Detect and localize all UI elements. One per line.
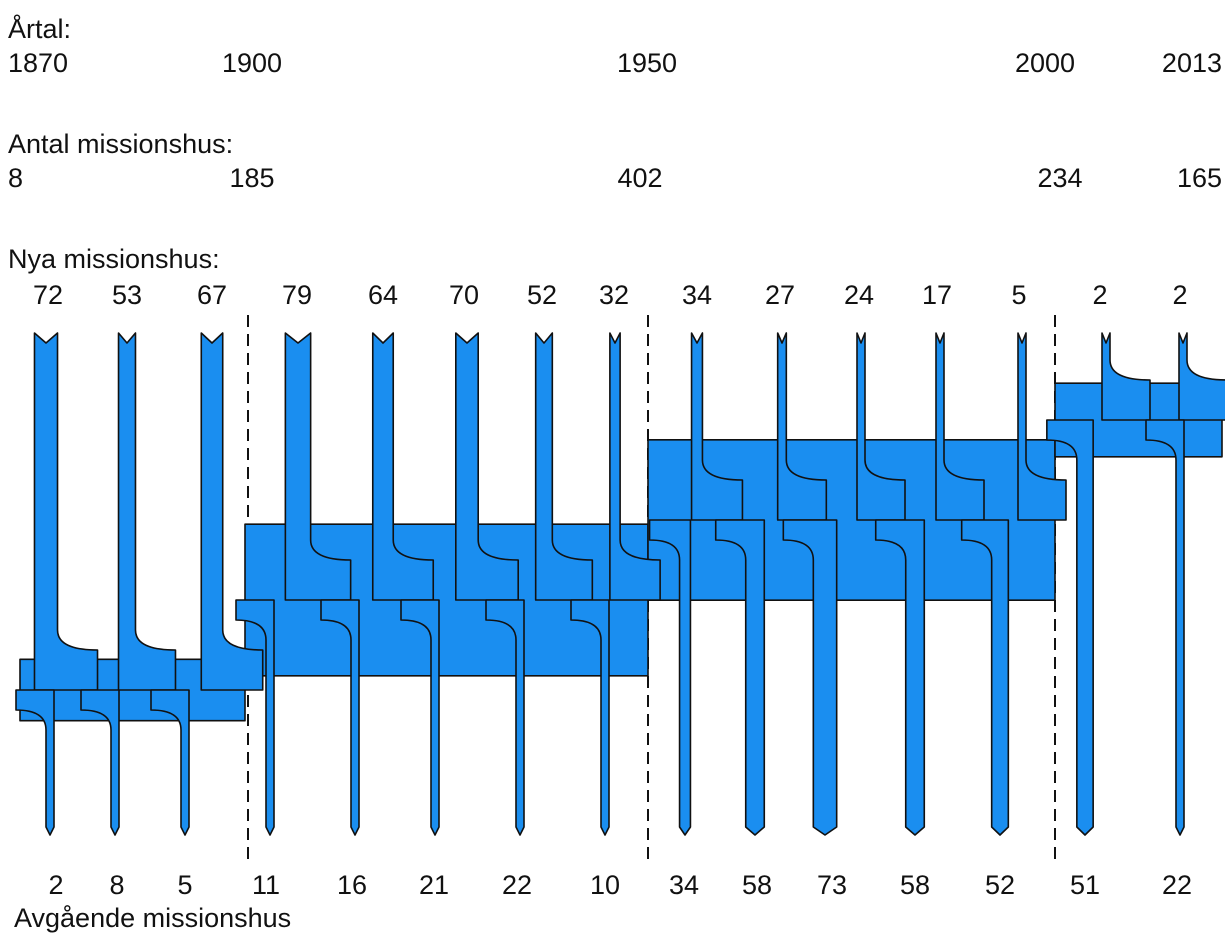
outflow-branch [15, 689, 55, 836]
departing-houses-value: 8 [109, 870, 125, 900]
outflow-branch [648, 519, 692, 836]
inflow-branch [371, 332, 435, 601]
new-houses-value: 53 [111, 280, 143, 310]
year-value: 1950 [616, 48, 678, 78]
departing-houses-value: 58 [899, 870, 931, 900]
new-houses-value: 52 [526, 280, 558, 310]
outflow-branch [782, 519, 838, 836]
total-value: 402 [617, 163, 663, 193]
inflow-branch [1101, 332, 1151, 421]
year-value: 2000 [1014, 48, 1076, 78]
years-heading: Årtal: [8, 14, 72, 44]
new-houses-value: 27 [764, 280, 796, 310]
outflow-branch [1046, 419, 1094, 836]
outflow-branch [80, 689, 120, 836]
new-houses-value: 5 [1011, 280, 1027, 310]
flow-stream [15, 332, 1225, 836]
inflow-branch [284, 332, 352, 601]
outflow-branch [320, 599, 360, 836]
inflow-branch [1178, 332, 1225, 421]
outflow-branch [874, 519, 926, 836]
inflow-branch [1017, 332, 1067, 521]
inflow-branch [33, 332, 99, 691]
years-row: 1870 1900 1950 2000 2013 [0, 48, 1225, 80]
total-value: 234 [1037, 163, 1083, 193]
outflow-branch [485, 599, 525, 836]
departing-houses-row: 2 8 5 11 16 21 22 10 34 58 73 58 52 51 22 [0, 870, 1225, 902]
new-houses-value: 67 [196, 280, 228, 310]
new-houses-value: 2 [1172, 280, 1188, 310]
new-houses-value: 70 [448, 280, 480, 310]
total-houses-row: 8 185 402 234 165 [0, 163, 1225, 195]
departing-houses-value: 73 [816, 870, 848, 900]
inflow-branch [935, 332, 985, 521]
inflow-branch [200, 332, 264, 691]
departing-houses-value: 5 [177, 870, 193, 900]
inflow-branch [534, 332, 594, 601]
departing-houses-value: 58 [741, 870, 773, 900]
departing-houses-heading: Avgående missionshus [14, 903, 292, 933]
year-value: 1900 [221, 48, 283, 78]
inflow-branch [690, 332, 744, 521]
year-value: 2013 [1161, 48, 1222, 78]
outflow-branch [1145, 419, 1185, 836]
inflow-branch [117, 332, 177, 691]
departing-houses-value: 11 [251, 870, 281, 900]
departing-houses-value: 52 [984, 870, 1016, 900]
outflow-branch [400, 599, 440, 836]
year-value: 1870 [8, 48, 69, 78]
new-houses-value: 34 [681, 280, 713, 310]
new-houses-row: 72 53 67 79 64 70 52 32 34 27 24 17 5 2 2 [0, 280, 1225, 312]
total-houses-heading: Antal missionshus: [8, 129, 234, 159]
inflow-branch [455, 332, 519, 601]
new-houses-value: 24 [843, 280, 875, 310]
departing-houses-value: 21 [418, 870, 450, 900]
departing-houses-value: 22 [501, 870, 533, 900]
new-houses-value: 79 [281, 280, 313, 310]
inflow-branch [609, 332, 661, 601]
departing-houses-value: 10 [589, 870, 621, 900]
departing-houses-value: 2 [48, 870, 64, 900]
outflow-branch [714, 519, 766, 836]
new-houses-value: 64 [367, 280, 399, 310]
new-houses-heading: Nya missionshus: [8, 244, 220, 274]
inflow-branch [856, 332, 906, 521]
outflow-branch [150, 689, 190, 836]
new-houses-value: 32 [598, 280, 630, 310]
new-houses-value: 72 [32, 280, 64, 310]
inflow-branch [776, 332, 828, 521]
departing-houses-value: 51 [1069, 870, 1101, 900]
total-value: 185 [229, 163, 275, 193]
outflow-branch [235, 599, 275, 836]
outflow-branch [570, 599, 610, 836]
departing-houses-value: 16 [336, 870, 368, 900]
departing-houses-value: 22 [1161, 870, 1193, 900]
total-value: 165 [1176, 163, 1222, 193]
new-houses-value: 2 [1092, 280, 1108, 310]
departing-houses-value: 34 [668, 870, 700, 900]
new-houses-value: 17 [921, 280, 953, 310]
total-value: 8 [8, 163, 24, 193]
outflow-branch [960, 519, 1010, 836]
